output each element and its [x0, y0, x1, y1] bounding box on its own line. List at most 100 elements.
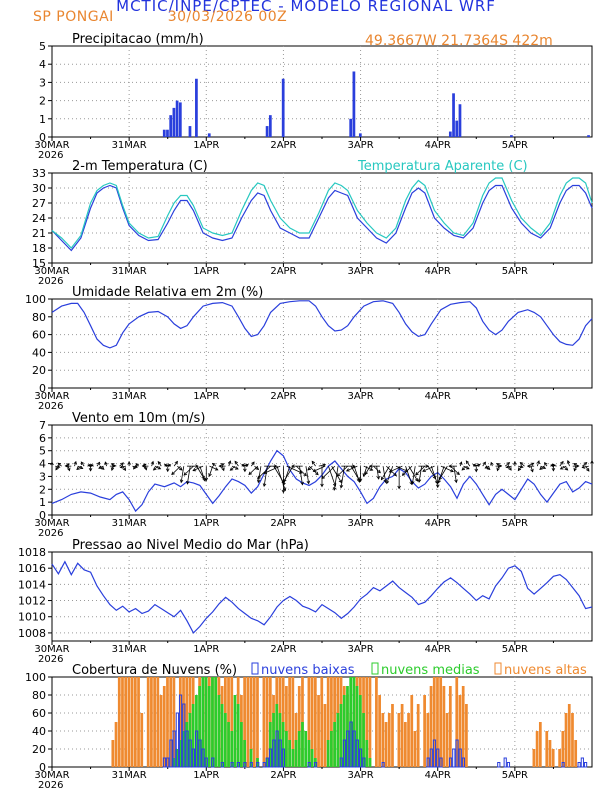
wind-arrow-head: [484, 465, 489, 469]
year-label: 2026: [38, 276, 63, 287]
y-tick-label: 15: [32, 257, 46, 270]
bar: [391, 704, 394, 767]
bar: [310, 749, 314, 767]
bar: [198, 686, 201, 767]
bar: [574, 740, 578, 767]
series-line: [51, 560, 593, 634]
wind-arrow-head: [195, 464, 199, 468]
bar: [362, 757, 366, 768]
panel-title: 2-m Temperatura (C): [72, 159, 208, 174]
y-tick-label: 1012: [18, 595, 46, 608]
bar: [191, 704, 195, 767]
x-tick-label: 1APR: [193, 518, 219, 529]
wind-arrow: [173, 461, 178, 467]
y-tick-label: 3: [39, 470, 46, 483]
bar: [307, 762, 311, 768]
bar: [195, 78, 198, 137]
wind-arrow-head: [377, 469, 381, 474]
bar: [445, 713, 449, 767]
y-tick-label: 4: [39, 58, 46, 71]
wind-arrow-head: [179, 467, 183, 471]
bar: [178, 102, 182, 137]
wind-arrow: [517, 465, 522, 471]
bar: [291, 677, 295, 767]
wind-arrow-head: [204, 477, 209, 482]
wind-arrow: [418, 466, 423, 483]
wind-arrow: [504, 462, 510, 467]
bar: [233, 695, 237, 767]
bar: [265, 757, 269, 768]
y-tick-label: 3: [39, 76, 46, 89]
y-tick-label: 100: [25, 293, 46, 306]
wind-arrow-head: [122, 467, 127, 471]
bar: [188, 739, 192, 768]
bar: [323, 704, 327, 767]
bar: [150, 677, 153, 767]
bar: [201, 677, 205, 767]
y-tick-label: 24: [32, 212, 46, 225]
wind-arrow: [171, 465, 181, 475]
year-label: 2026: [38, 780, 63, 791]
bar: [455, 677, 459, 767]
wind-arrow-head: [438, 476, 442, 481]
x-tick-label: 1APR: [193, 140, 219, 151]
wind-arrow: [411, 466, 416, 484]
wind-arrow-head: [241, 463, 245, 468]
wind-arrow: [415, 465, 426, 476]
wind-arrow-head: [110, 467, 115, 472]
bar: [178, 677, 182, 767]
x-tick-label: 4APR: [425, 770, 451, 781]
panel-precip: 0 1 2 3 4 5 30MAR 31MAR 1APR 2APR 3APR 4APR 5APR 2026…: [34, 32, 593, 161]
wind-arrow-head: [583, 461, 588, 466]
bar: [407, 713, 410, 767]
bar: [130, 677, 134, 767]
bar: [397, 713, 401, 767]
panel-umid: 0 20 40 60 80 100 30MAR 31MAR 1APR 2APR 3APR 4APR 5A…: [25, 285, 593, 412]
bar: [333, 722, 336, 767]
wind-arrow-head: [393, 472, 397, 477]
wind-arrow-head: [376, 475, 381, 480]
series-line: [51, 449, 593, 513]
y-tick-label: 2: [39, 95, 46, 108]
bar: [452, 748, 456, 768]
y-tick-label: 1: [39, 496, 46, 509]
wind-arrow-head: [291, 464, 295, 468]
bar: [506, 762, 511, 768]
wind-arrow-head: [227, 460, 232, 465]
wind-arrow-head: [282, 487, 287, 492]
y-tick-label: 18: [32, 242, 46, 255]
wind-arrow-head: [456, 471, 460, 476]
bar: [358, 748, 363, 768]
wind-arrow-head: [257, 475, 261, 480]
bar: [195, 730, 199, 768]
x-tick-label: 5APR: [502, 140, 528, 151]
bar: [400, 704, 404, 767]
wind-arrow-head: [243, 468, 247, 473]
wind-arrow: [230, 465, 236, 471]
wind-arrow-head: [283, 478, 287, 483]
bar: [301, 722, 304, 767]
wind-arrow-head: [64, 464, 69, 468]
wind-arrow: [536, 460, 540, 467]
bar: [230, 731, 234, 767]
x-tick-label: 5APR: [502, 518, 528, 529]
bar: [304, 731, 308, 767]
wind-arrow: [559, 461, 564, 467]
wind-arrow: [582, 465, 589, 468]
x-tick-label: 3APR: [347, 140, 373, 151]
wind-arrow: [422, 465, 435, 472]
bar: [538, 722, 542, 767]
y-tick-label: 1018: [18, 546, 46, 559]
wind-arrow-head: [437, 479, 441, 484]
wind-arrow-head: [465, 466, 470, 470]
wind-arrow-head: [482, 461, 486, 466]
bar: [387, 713, 391, 767]
bar: [133, 677, 137, 767]
wind-arrow: [386, 466, 394, 484]
wind-arrow-head: [411, 480, 415, 485]
wind-arrow-head: [87, 463, 92, 468]
wind-arrow-head: [141, 464, 146, 468]
bar: [439, 677, 443, 767]
bar: [198, 739, 202, 768]
series-line: [51, 184, 593, 252]
